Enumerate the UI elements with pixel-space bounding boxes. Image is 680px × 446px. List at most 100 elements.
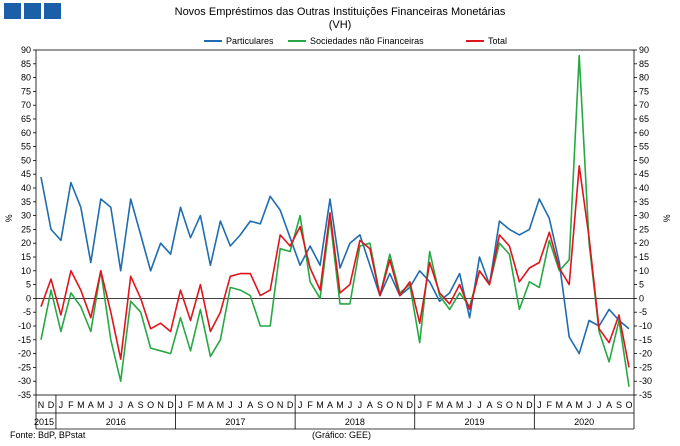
x-month-label: M	[556, 400, 564, 410]
y-tick-label-right: 55	[639, 142, 649, 152]
x-month-label: J	[597, 400, 602, 410]
y-tick-label-right: -25	[639, 362, 652, 372]
x-month-label: A	[128, 400, 134, 410]
x-month-label: A	[486, 400, 492, 410]
logo	[4, 3, 61, 19]
y-tick-label-right: 90	[639, 45, 649, 55]
y-tick-label-right: 40	[639, 183, 649, 193]
y-tick-label-left: 35	[21, 197, 31, 207]
x-year-label: 2018	[345, 417, 365, 427]
x-month-label: J	[477, 400, 482, 410]
x-month-label: M	[97, 400, 105, 410]
y-tick-label-right: 50	[639, 155, 649, 165]
y-tick-label-left: 65	[21, 114, 31, 124]
x-month-label: J	[467, 400, 472, 410]
series-line-particulares	[40, 176, 630, 355]
y-tick-label-right: 25	[639, 224, 649, 234]
x-year-label: 2020	[574, 417, 594, 427]
y-tick-label-left: 70	[21, 100, 31, 110]
y-tick-label-right: 65	[639, 114, 649, 124]
chart-credit: (Gráfico: GEE)	[312, 430, 372, 440]
x-month-label: J	[587, 400, 592, 410]
y-tick-label-left: -20	[18, 349, 31, 359]
y-tick-label-left: -15	[18, 335, 31, 345]
x-month-label: O	[267, 400, 274, 410]
y-tick-label-right: 70	[639, 100, 649, 110]
series-line-total	[40, 165, 630, 368]
y-tick-label-left: -5	[23, 307, 31, 317]
logo-block	[44, 3, 61, 19]
y-tick-label-right: 15	[639, 252, 649, 262]
source-note: Fonte: BdP, BPstat	[10, 430, 86, 440]
x-month-label: J	[417, 400, 422, 410]
x-month-label: J	[358, 400, 363, 410]
logo-block	[24, 3, 41, 19]
y-tick-label-left: 85	[21, 59, 31, 69]
x-month-label: O	[147, 400, 154, 410]
y-tick-label-left: 10	[21, 266, 31, 276]
x-month-label: M	[575, 400, 583, 410]
x-month-label: S	[377, 400, 383, 410]
x-month-label: F	[307, 400, 313, 410]
x-month-label: D	[407, 400, 414, 410]
y-tick-label-left: 55	[21, 142, 31, 152]
y-tick-label-right: 5	[639, 280, 644, 290]
x-month-label: J	[118, 400, 123, 410]
y-tick-label-left: 45	[21, 169, 31, 179]
y-tick-label-right: -10	[639, 321, 652, 331]
x-month-label: J	[298, 400, 303, 410]
x-month-label: A	[367, 400, 373, 410]
y-tick-label-right: 10	[639, 266, 649, 276]
x-month-label: S	[138, 400, 144, 410]
x-month-label: A	[566, 400, 572, 410]
x-month-label: S	[257, 400, 263, 410]
y-tick-label-left: 20	[21, 238, 31, 248]
plot-frame	[35, 49, 635, 396]
y-tick-label-right: 20	[639, 238, 649, 248]
x-month-label: M	[336, 400, 344, 410]
legend-label: Total	[488, 36, 507, 46]
y-tick-label-left: 15	[21, 252, 31, 262]
x-month-label: J	[59, 400, 64, 410]
y-tick-label-left: 40	[21, 183, 31, 193]
y-tick-label-left: 30	[21, 211, 31, 221]
x-month-label: D	[526, 400, 533, 410]
x-month-label: F	[547, 400, 553, 410]
x-month-label: D	[48, 400, 55, 410]
x-month-label: O	[386, 400, 393, 410]
x-month-label: S	[496, 400, 502, 410]
x-month-label: F	[188, 400, 194, 410]
y-tick-label-left: 60	[21, 128, 31, 138]
x-month-label: N	[38, 400, 45, 410]
x-month-label: J	[348, 400, 353, 410]
y-axis-label-left: %	[4, 214, 14, 222]
y-tick-label-right: 60	[639, 128, 649, 138]
y-tick-label-right: -5	[639, 307, 647, 317]
x-month-label: M	[316, 400, 324, 410]
y-tick-label-left: 50	[21, 155, 31, 165]
y-tick-label-left: 0	[26, 293, 31, 303]
x-month-label: O	[626, 400, 633, 410]
x-year-label: 2019	[465, 417, 485, 427]
x-month-label: N	[516, 400, 523, 410]
x-month-label: A	[447, 400, 453, 410]
logo-block	[4, 3, 21, 19]
x-month-label: D	[287, 400, 294, 410]
x-month-label: J	[228, 400, 233, 410]
x-month-label: F	[68, 400, 74, 410]
x-year-label: 2017	[225, 417, 245, 427]
y-tick-label-left: -25	[18, 362, 31, 372]
x-month-label: F	[427, 400, 433, 410]
y-tick-label-right: 35	[639, 197, 649, 207]
y-tick-label-right: 0	[639, 293, 644, 303]
x-month-label: S	[616, 400, 622, 410]
x-month-label: J	[238, 400, 243, 410]
y-tick-label-left: 25	[21, 224, 31, 234]
legend-label: Sociedades não Financeiras	[310, 36, 424, 46]
x-month-label: D	[167, 400, 174, 410]
x-month-label: M	[197, 400, 205, 410]
y-tick-label-left: -30	[18, 376, 31, 386]
x-month-label: J	[178, 400, 183, 410]
x-month-label: A	[606, 400, 612, 410]
